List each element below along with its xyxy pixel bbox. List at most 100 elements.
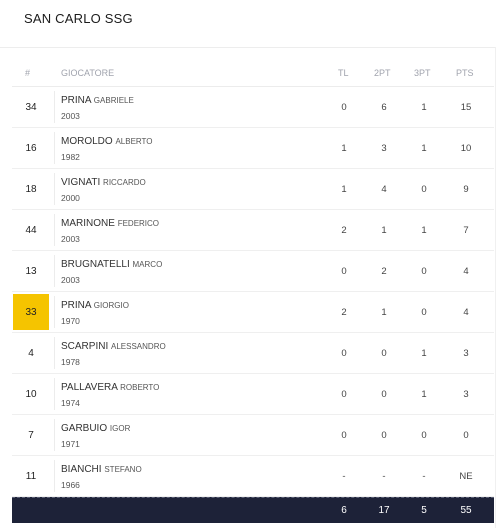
stat-3pt: 0 <box>421 430 427 441</box>
row-separator <box>54 296 55 328</box>
row-separator <box>54 132 55 164</box>
stat-pts: 3 <box>463 348 469 359</box>
player-number: 10 <box>25 388 37 400</box>
row-separator <box>54 460 55 492</box>
stat-3pt: 1 <box>421 143 427 154</box>
table-row[interactable]: 10 PALLAVERA ROBERTO 1974 0 0 1 3 <box>12 374 494 415</box>
table-row[interactable]: 11 BIANCHI STEFANO 1966 - - - NE <box>12 456 494 497</box>
player-last-name: BIANCHI <box>61 464 102 475</box>
col-header-3pt[interactable]: 3PT <box>414 68 431 78</box>
player-first-name: ROBERTO <box>120 383 160 392</box>
stat-2pt: 2 <box>381 266 387 277</box>
table-row[interactable]: 13 BRUGNATELLI MARCO 2003 0 2 0 4 <box>12 251 494 292</box>
stat-3pt: 0 <box>421 307 427 318</box>
stat-pts: 15 <box>460 102 472 113</box>
player-first-name: RICCARDO <box>103 178 146 187</box>
player-name[interactable]: GARBUIO IGOR <box>61 423 130 434</box>
table-row[interactable]: 34 PRINA GABRIELE 2003 0 6 1 15 <box>12 87 494 128</box>
stat-tl: 0 <box>341 348 347 359</box>
stat-pts: 10 <box>460 143 472 154</box>
stat-tl: - <box>342 471 346 482</box>
player-last-name: VIGNATI <box>61 177 101 188</box>
player-birth-year: 1978 <box>61 357 80 367</box>
totals-row: 6 17 5 55 <box>12 497 494 523</box>
row-separator <box>54 214 55 246</box>
stat-2pt: 0 <box>381 348 387 359</box>
stat-tl: 2 <box>341 307 347 318</box>
player-birth-year: 2003 <box>61 111 80 121</box>
stat-2pt: 3 <box>381 143 387 154</box>
stat-2pt: 6 <box>381 102 387 113</box>
stat-pts: 4 <box>463 266 469 277</box>
player-name[interactable]: PALLAVERA ROBERTO <box>61 382 159 393</box>
stat-tl: 0 <box>341 102 347 113</box>
team-title: SAN CARLO SSG <box>24 11 133 26</box>
player-last-name: PRINA <box>61 95 92 106</box>
player-number: 13 <box>25 265 37 277</box>
row-separator <box>54 337 55 369</box>
player-first-name: GABRIELE <box>93 96 134 105</box>
player-name[interactable]: VIGNATI RICCARDO <box>61 177 146 188</box>
stat-pts: 3 <box>463 389 469 400</box>
table-row[interactable]: 33 PRINA GIORGIO 1970 2 1 0 4 <box>12 292 494 333</box>
stat-tl: 1 <box>341 184 347 195</box>
player-number: 34 <box>25 101 37 113</box>
col-header-player[interactable]: GIOCATORE <box>61 68 115 78</box>
table-row[interactable]: 4 SCARPINI ALESSANDRO 1978 0 0 1 3 <box>12 333 494 374</box>
total-3pt: 5 <box>421 505 427 516</box>
player-last-name: MOROLDO <box>61 136 113 147</box>
stat-tl: 0 <box>341 430 347 441</box>
table-row[interactable]: 16 MOROLDO ALBERTO 1982 1 3 1 10 <box>12 128 494 169</box>
player-name[interactable]: MOROLDO ALBERTO <box>61 136 153 147</box>
player-last-name: SCARPINI <box>61 341 109 352</box>
col-header-number[interactable]: # <box>25 68 31 78</box>
player-first-name: MARCO <box>132 260 163 269</box>
player-name[interactable]: PRINA GIORGIO <box>61 300 129 311</box>
table-row[interactable]: 7 GARBUIO IGOR 1971 0 0 0 0 <box>12 415 494 456</box>
stat-2pt: 0 <box>381 389 387 400</box>
player-first-name: ALESSANDRO <box>111 342 166 351</box>
player-stats-table: # GIOCATORE TL 2PT 3PT PTS 34 PRINA GABRI… <box>12 58 494 497</box>
row-separator <box>54 91 55 123</box>
row-separator <box>54 173 55 205</box>
player-first-name: ALBERTO <box>115 137 153 146</box>
row-separator <box>54 378 55 410</box>
total-2pt: 17 <box>378 505 390 516</box>
table-row[interactable]: 44 MARINONE FEDERICO 2003 2 1 1 7 <box>12 210 494 251</box>
player-name[interactable]: BIANCHI STEFANO <box>61 464 142 475</box>
player-number: 44 <box>25 224 37 236</box>
player-number: 4 <box>28 347 34 359</box>
player-birth-year: 1982 <box>61 152 80 162</box>
stat-2pt: 0 <box>381 430 387 441</box>
stat-3pt: 1 <box>421 389 427 400</box>
row-separator <box>54 255 55 287</box>
player-name[interactable]: SCARPINI ALESSANDRO <box>61 341 166 352</box>
stat-2pt: 4 <box>381 184 387 195</box>
table-row[interactable]: 18 VIGNATI RICCARDO 2000 1 4 0 9 <box>12 169 494 210</box>
player-number: 16 <box>25 142 37 154</box>
player-last-name: BRUGNATELLI <box>61 259 130 270</box>
title-divider <box>0 47 496 48</box>
player-last-name: PALLAVERA <box>61 382 118 393</box>
stat-pts: NE <box>459 471 473 482</box>
stat-tl: 0 <box>341 389 347 400</box>
player-birth-year: 2003 <box>61 275 80 285</box>
col-header-2pt[interactable]: 2PT <box>374 68 391 78</box>
player-first-name: GIORGIO <box>93 301 129 310</box>
player-last-name: PRINA <box>61 300 92 311</box>
player-name[interactable]: BRUGNATELLI MARCO <box>61 259 162 270</box>
player-number: 33 <box>13 294 49 330</box>
row-separator <box>54 419 55 451</box>
stat-pts: 4 <box>463 307 469 318</box>
player-last-name: GARBUIO <box>61 423 108 434</box>
col-header-tl[interactable]: TL <box>338 68 349 78</box>
player-first-name: FEDERICO <box>117 219 160 228</box>
stat-3pt: 0 <box>421 266 427 277</box>
col-header-pts[interactable]: PTS <box>456 68 474 78</box>
player-name[interactable]: PRINA GABRIELE <box>61 95 134 106</box>
total-pts: 55 <box>460 505 472 516</box>
stat-2pt: - <box>382 471 386 482</box>
player-name[interactable]: MARINONE FEDERICO <box>61 218 159 229</box>
stat-3pt: 0 <box>421 184 427 195</box>
stat-2pt: 1 <box>381 225 387 236</box>
